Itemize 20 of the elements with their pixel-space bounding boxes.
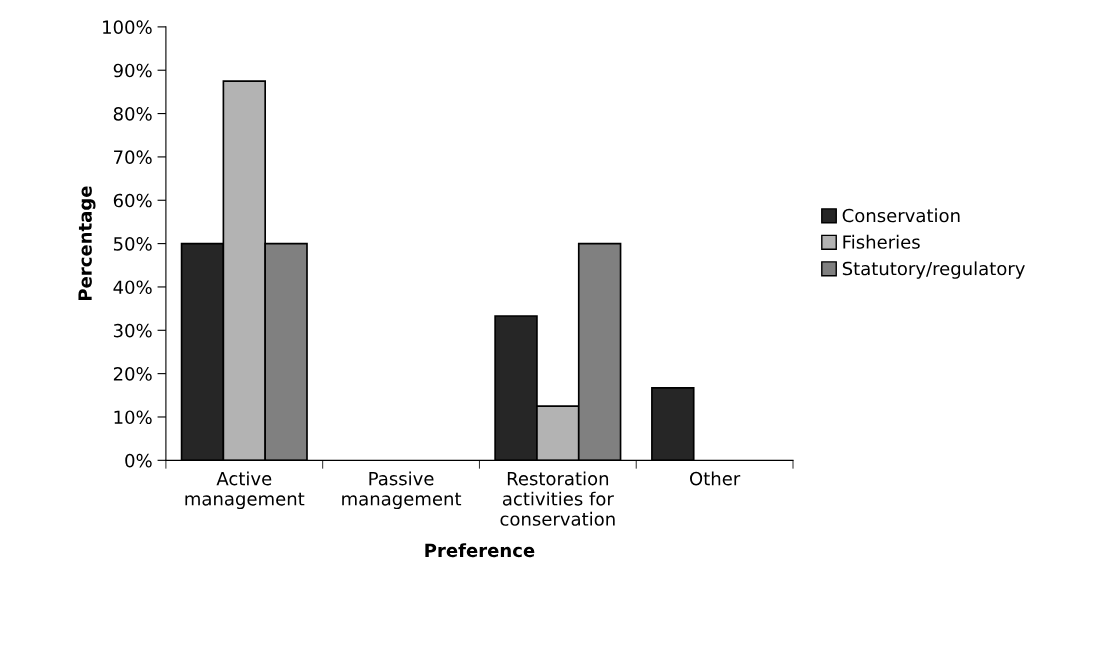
y-tick-label: 0% xyxy=(125,453,152,468)
y-tick-label: 80% xyxy=(113,107,152,121)
y-tick-label: 100% xyxy=(103,20,152,34)
y-tick-label: 90% xyxy=(113,63,152,78)
legend-label: Fisheries xyxy=(843,234,920,249)
y-axis-title: Percentage xyxy=(78,186,96,301)
x-tick-label: Restoration activities for conservation xyxy=(500,471,615,526)
x-axis-title: Preference xyxy=(425,543,535,558)
x-tick-label: Other xyxy=(689,471,741,486)
y-tick-label: 10% xyxy=(114,410,152,425)
y-tick-label: 60% xyxy=(113,193,152,208)
x-tick-label: Active management xyxy=(185,471,305,510)
y-tick-label: 40% xyxy=(113,280,152,295)
y-tick-label: 50% xyxy=(113,237,152,251)
legend-label: Statutory/regulatory xyxy=(842,261,1025,279)
legend-label: Conservation xyxy=(842,208,960,223)
y-tick-label: 30% xyxy=(113,323,152,338)
y-tick-label: 20% xyxy=(113,367,152,381)
x-tick-label: Passive management xyxy=(342,471,462,510)
y-tick-label: 70% xyxy=(114,150,152,165)
